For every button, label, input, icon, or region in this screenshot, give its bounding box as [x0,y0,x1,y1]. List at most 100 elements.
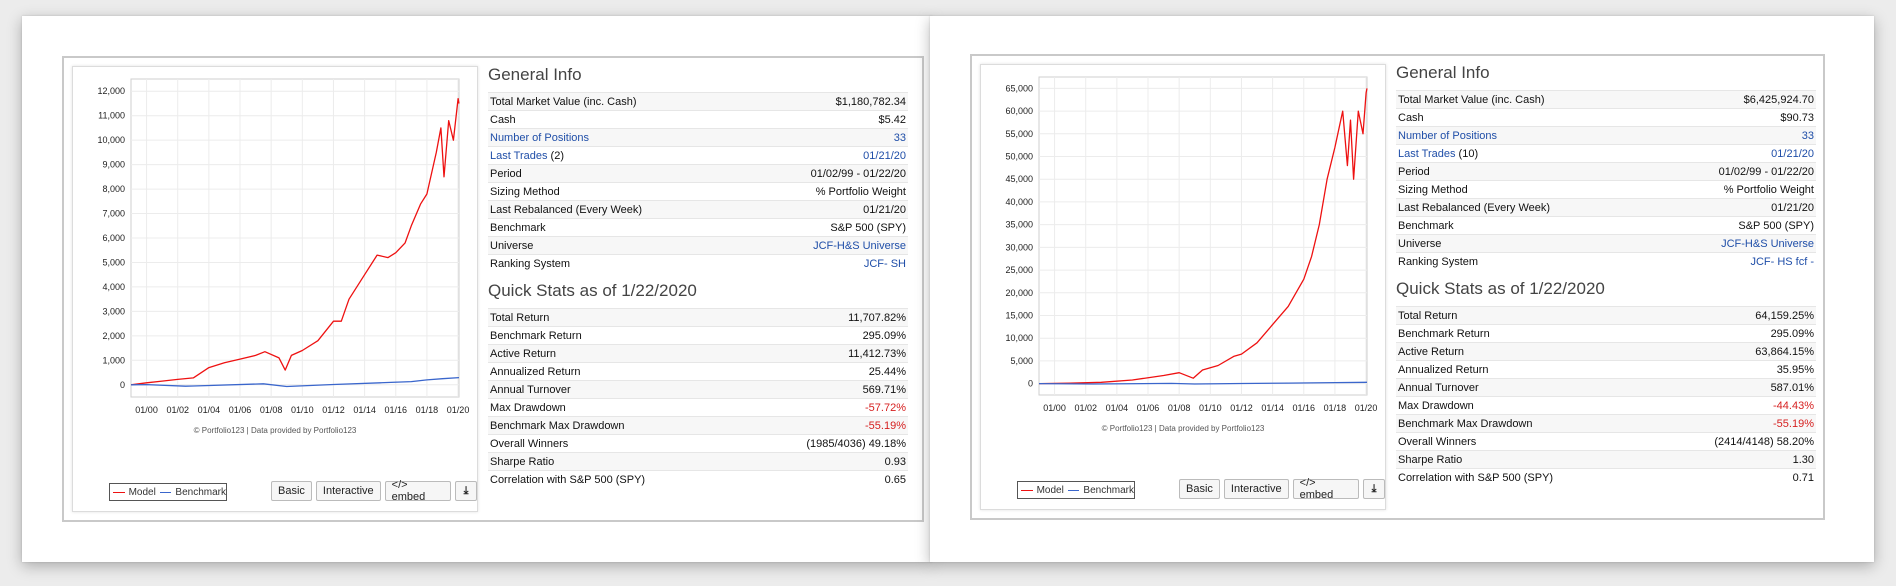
plot-area [1038,76,1368,396]
table-row: Period 01/02/99 - 01/22/20 [1396,162,1816,181]
y-tick-label: 7,000 [102,209,125,219]
y-tick-label: 65,000 [1005,83,1033,93]
performance-chart[interactable]: 12,000 11,000 10,000 9,000 8,000 7,000 6,000 5,… [73,67,477,511]
x-tick-label: 01/12 [322,405,345,415]
positions-link[interactable]: Number of Positions [488,128,745,147]
benchmark-legend-label: Benchmark [1083,484,1134,496]
row-value: $5.42 [744,110,908,129]
y-tick-label: 25,000 [1005,265,1033,275]
y-tick-label: 1,000 [102,355,125,365]
chart-toolbar: Basic Interactive </> embed ⤓ [1179,477,1385,501]
table-row: Sizing Method% Portfolio Weight [1396,180,1816,199]
y-tick-label: 3,000 [102,306,125,316]
universe-link[interactable]: JCF-H&S Universe [744,236,908,255]
last-trades-count: (2) [550,149,564,162]
table-row: Annual Turnover 587.01% [1396,378,1816,397]
embed-button[interactable]: </> embed [1292,477,1360,501]
row-value: (2414/4148) 58.20% [1650,432,1816,451]
table-row: Last Rebalanced (Every Week) 01/21/20 [488,200,908,219]
row-label: Sharpe Ratio [488,452,743,471]
row-label: Annual Turnover [1396,378,1651,397]
table-row: Total Market Value (inc. Cash) $6,425,924… [1396,90,1816,109]
chart-legend[interactable]: Model Benchmark [1017,481,1135,499]
row-value: $1,180,782.34 [744,92,908,111]
model-series-line[interactable] [130,97,460,386]
table-row: Total Return 11,707.82% [488,308,908,327]
x-tick-label: 01/00 [1043,403,1066,413]
universe-link[interactable]: JCF-H&S Universe [1652,234,1816,253]
x-tick-label: 01/16 [385,405,408,415]
x-tick-label: 01/00 [135,405,158,415]
row-label: Cash [488,110,745,129]
x-tick-label: 01/10 [1199,403,1222,413]
row-value: $6,425,924.70 [1652,90,1816,109]
model-series-line[interactable] [1038,88,1368,385]
row-label: Correlation with S&P 500 (SPY) [488,470,743,488]
row-value: -55.19% [1650,414,1816,433]
table-row: Last Rebalanced (Every Week) 01/21/20 [1396,198,1816,217]
x-tick-label: 01/08 [260,405,283,415]
portfolio-panel-left: 12,000 11,000 10,000 9,000 8,000 7,000 6,000 5,… [62,56,924,522]
embed-button[interactable]: </> embed [384,479,452,503]
basic-button[interactable]: Basic [1179,479,1220,499]
row-value: 01/21/20 [1652,198,1816,217]
basic-button[interactable]: Basic [271,481,312,501]
row-value: 35.95% [1650,360,1816,379]
y-tick-label: 5,000 [102,257,125,267]
table-row: Overall Winners (2414/4148) 58.20% [1396,432,1816,451]
row-value: -57.72% [742,398,908,417]
table-row: Last Trades (10) 01/21/20 [1396,144,1816,163]
y-tick-label: 45,000 [1005,174,1033,184]
info-section: General Info Total Market Value (inc. Ca… [1396,62,1816,486]
row-value: 01/02/99 - 01/22/20 [744,164,908,183]
table-row: Universe JCF-H&S Universe [1396,234,1816,253]
y-tick-label: 15,000 [1005,311,1033,321]
table-row: Last Trades (2) 01/21/20 [488,146,908,165]
general-info-table: Total Market Value (inc. Cash) $1,180,782… [488,92,908,272]
last-trades-date-link[interactable]: 01/21/20 [1652,144,1816,163]
row-value: 63,864.15% [1650,342,1816,361]
chart-credit: © Portfolio123 | Data provided by Portfo… [194,426,357,435]
row-label: Total Market Value (inc. Cash) [1396,90,1653,109]
benchmark-series-line[interactable] [1038,381,1368,385]
positions-count-link[interactable]: 33 [1652,126,1816,145]
ranking-system-link[interactable]: JCF- SH [744,254,908,272]
row-label: Total Market Value (inc. Cash) [488,92,745,111]
x-tick-label: 01/06 [1137,403,1160,413]
benchmark-series-line[interactable] [130,376,460,388]
x-tick-label: 01/06 [229,405,252,415]
row-value: 64,159.25% [1650,306,1816,325]
y-tick-label: 6,000 [102,233,125,243]
table-row: Active Return 11,412.73% [488,344,908,363]
positions-count-link[interactable]: 33 [744,128,908,147]
download-icon[interactable]: ⤓ [455,481,477,501]
last-trades-link[interactable]: Last Trades [1398,147,1456,160]
table-row: Universe JCF-H&S Universe [488,236,908,255]
last-trades-date-link[interactable]: 01/21/20 [744,146,908,165]
general-info-heading: General Info [1396,63,1490,82]
last-trades-count: (10) [1458,147,1479,160]
row-value: -44.43% [1650,396,1816,415]
table-row: Benchmark Return 295.09% [488,326,908,345]
x-tick-label: 01/14 [1261,403,1284,413]
row-value: 295.09% [742,326,908,345]
portfolio-panel-right: 65,000 60,000 55,000 50,000 45,000 40,000 35,0… [970,54,1825,520]
last-trades-cell: Last Trades (2) [488,146,745,165]
table-row: Ranking System JCF- SH [488,254,908,272]
chart-legend[interactable]: Model Benchmark [109,483,227,501]
table-row: Correlation with S&P 500 (SPY) 0.71 [1396,468,1816,486]
ranking-system-link[interactable]: JCF- HS fcf - [1652,252,1816,270]
row-value: 0.93 [742,452,908,471]
x-tick-label: 01/18 [416,405,439,415]
interactive-button[interactable]: Interactive [1223,479,1289,499]
positions-link[interactable]: Number of Positions [1396,126,1653,145]
performance-chart[interactable]: 65,000 60,000 55,000 50,000 45,000 40,000 35,0… [981,65,1385,509]
last-trades-link[interactable]: Last Trades [490,149,548,162]
row-value: 01/21/20 [744,200,908,219]
x-tick-label: 01/04 [1106,403,1129,413]
row-value: $90.73 [1652,108,1816,127]
download-icon[interactable]: ⤓ [1363,479,1385,499]
row-label: Ranking System [488,254,745,272]
interactive-button[interactable]: Interactive [315,481,381,501]
row-label: Total Return [1396,306,1651,325]
